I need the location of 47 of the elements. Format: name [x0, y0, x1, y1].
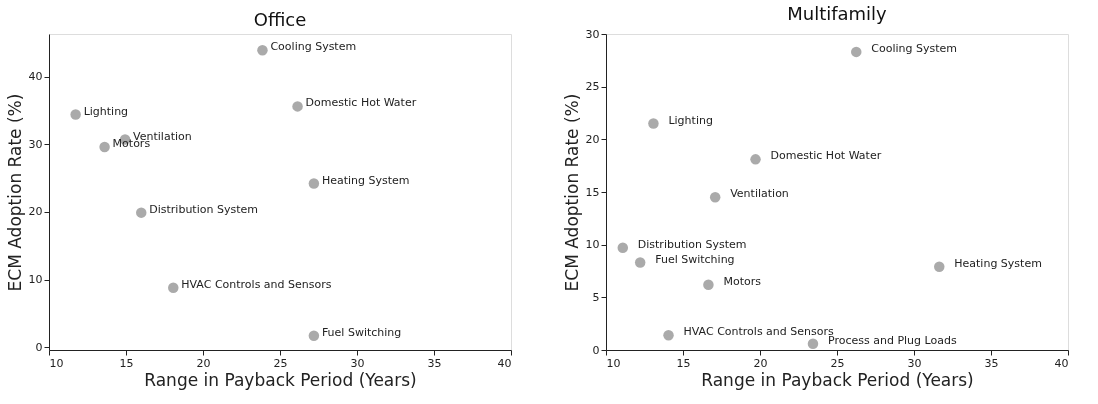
- annotation: Lighting: [83, 104, 129, 118]
- y-tick-label: 30: [585, 27, 600, 41]
- y-tick-label: 0: [592, 343, 600, 357]
- y-tick-label: 0: [35, 340, 43, 354]
- x-tick-label: 15: [676, 356, 691, 370]
- chart-title: Multifamily: [787, 3, 888, 24]
- y-axis-title: ECM Adoption Rate (%): [4, 93, 25, 292]
- annotation: Cooling System: [871, 41, 957, 55]
- x-tick-label: 30: [350, 356, 365, 370]
- annotation: Fuel Switching: [655, 252, 735, 266]
- x-tick-label: 40: [1054, 356, 1069, 370]
- x-axis-title: Range in Payback Period (Years): [701, 369, 974, 390]
- x-tick-label: 35: [984, 356, 999, 370]
- annotation: Heating System: [321, 173, 410, 187]
- annotation: Fuel Switching: [321, 325, 402, 339]
- chart-title: Office: [253, 9, 307, 30]
- x-tick-label: 25: [830, 356, 845, 370]
- x-tick-label: 20: [753, 356, 768, 370]
- annotation: Ventilation: [730, 187, 789, 201]
- annotation: Domestic Hot Water: [770, 149, 882, 163]
- annotation: Heating System: [954, 256, 1042, 270]
- x-tick-label: 30: [907, 356, 922, 370]
- y-tick-label: 20: [585, 132, 600, 146]
- y-tick-label: 20: [28, 205, 43, 219]
- y-tick-label: 30: [28, 137, 43, 151]
- x-tick-label: 10: [606, 356, 621, 370]
- y-tick-label: 40: [28, 70, 43, 84]
- annotation: Motors: [723, 274, 762, 288]
- annotation: HVAC Controls and Sensors: [181, 277, 332, 291]
- y-tick-label: 25: [585, 80, 600, 94]
- x-tick-label: 40: [497, 356, 512, 370]
- x-tick-label: 35: [427, 356, 442, 370]
- x-tick-label: 25: [273, 356, 288, 370]
- y-tick-label: 10: [28, 273, 43, 287]
- annotation: Distribution System: [637, 237, 747, 251]
- y-tick-label: 10: [585, 238, 600, 252]
- y-axis-title: ECM Adoption Rate (%): [561, 93, 582, 292]
- annotation: Domestic Hot Water: [305, 96, 417, 110]
- x-tick-label: 15: [119, 356, 134, 370]
- x-tick-label: 10: [49, 356, 64, 370]
- annotation: Distribution System: [149, 202, 258, 216]
- x-axis-title: Range in Payback Period (Years): [144, 369, 417, 390]
- annotation: Cooling System: [270, 40, 357, 54]
- y-tick-label: 15: [585, 185, 600, 199]
- y-tick-label: 5: [592, 290, 600, 304]
- annotation: Lighting: [668, 113, 713, 127]
- x-tick-label: 20: [196, 356, 211, 370]
